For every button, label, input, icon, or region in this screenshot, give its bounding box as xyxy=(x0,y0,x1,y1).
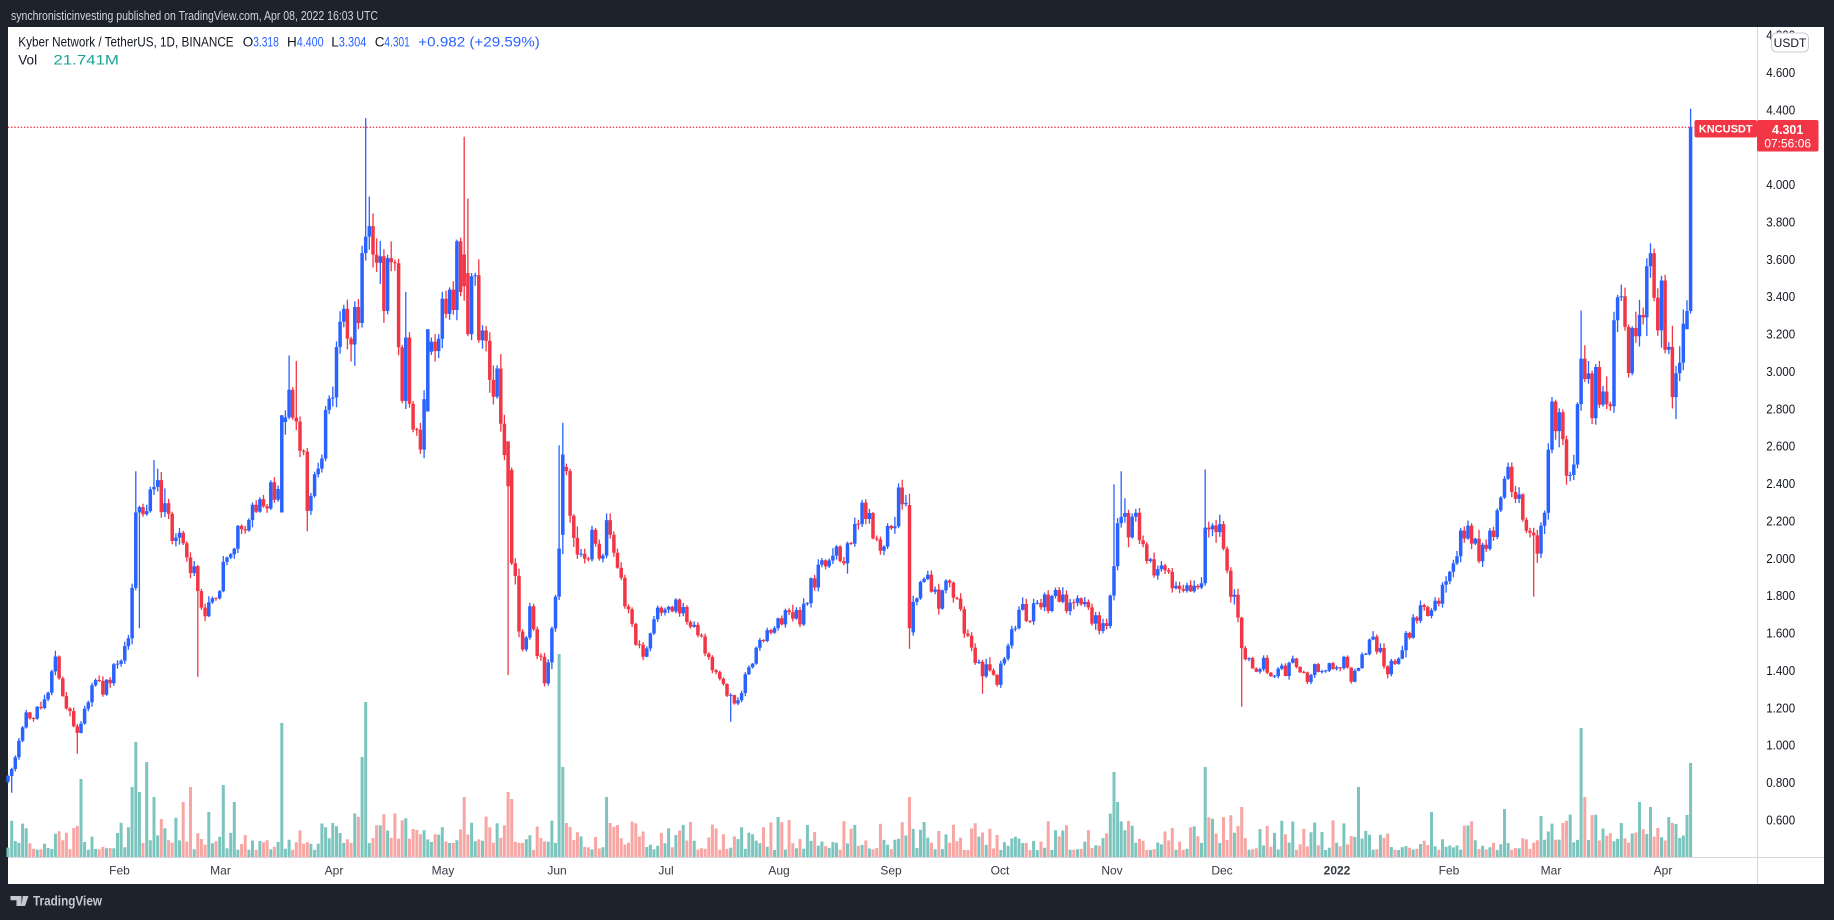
svg-text:1.000: 1.000 xyxy=(1766,739,1795,753)
svg-text:2022: 2022 xyxy=(1324,864,1351,878)
svg-text:3.000: 3.000 xyxy=(1766,365,1795,379)
svg-text:+0.982 (+29.59%): +0.982 (+29.59%) xyxy=(418,35,540,50)
svg-text:Apr: Apr xyxy=(325,864,344,878)
svg-text:4.400: 4.400 xyxy=(1766,103,1795,117)
svg-text:1.200: 1.200 xyxy=(1766,701,1795,715)
svg-text:Feb: Feb xyxy=(1439,864,1460,878)
svg-text:2.800: 2.800 xyxy=(1766,402,1795,416)
svg-text:3.400: 3.400 xyxy=(1766,290,1795,304)
svg-text:2.400: 2.400 xyxy=(1766,477,1795,491)
svg-text:1.400: 1.400 xyxy=(1766,664,1795,678)
svg-text:2.000: 2.000 xyxy=(1766,552,1795,566)
svg-text:Apr: Apr xyxy=(1654,864,1673,878)
svg-text:Nov: Nov xyxy=(1101,864,1122,878)
svg-text:Mar: Mar xyxy=(1541,864,1562,878)
svg-text:2.600: 2.600 xyxy=(1766,440,1795,454)
svg-text:O: O xyxy=(243,35,254,50)
svg-text:0.800: 0.800 xyxy=(1766,776,1795,790)
svg-text:3.200: 3.200 xyxy=(1766,328,1795,342)
svg-text:C: C xyxy=(375,35,385,50)
svg-text:May: May xyxy=(432,864,455,878)
svg-text:07:56:06: 07:56:06 xyxy=(1764,137,1811,151)
svg-text:H: H xyxy=(287,35,297,50)
svg-text:1.800: 1.800 xyxy=(1766,589,1795,603)
svg-text:21.741M: 21.741M xyxy=(53,53,119,68)
svg-text:3.800: 3.800 xyxy=(1766,215,1795,229)
svg-text:KNCUSDT: KNCUSDT xyxy=(1699,124,1753,136)
svg-text:4.000: 4.000 xyxy=(1766,178,1795,192)
svg-text:Oct: Oct xyxy=(991,864,1010,878)
svg-text:4.600: 4.600 xyxy=(1766,66,1795,80)
svg-text:Kyber Network / TetherUS, 1D,: Kyber Network / TetherUS, 1D, BINANCE xyxy=(18,35,233,50)
svg-text:4.400: 4.400 xyxy=(297,35,324,50)
svg-text:3.304: 3.304 xyxy=(339,35,367,50)
svg-text:Vol: Vol xyxy=(18,53,37,68)
svg-text:4.301: 4.301 xyxy=(384,35,409,50)
svg-text:Dec: Dec xyxy=(1211,864,1232,878)
svg-text:Aug: Aug xyxy=(768,864,789,878)
svg-text:0.600: 0.600 xyxy=(1766,814,1795,828)
svg-text:Sep: Sep xyxy=(880,864,902,878)
svg-text:Feb: Feb xyxy=(109,864,130,878)
svg-text:TradingView: TradingView xyxy=(33,893,102,909)
svg-text:Jun: Jun xyxy=(547,864,566,878)
svg-text:synchronisticinvesting publish: synchronisticinvesting published on Trad… xyxy=(11,8,378,23)
svg-text:Mar: Mar xyxy=(210,864,231,878)
svg-text:Jul: Jul xyxy=(658,864,673,878)
svg-text:3.318: 3.318 xyxy=(253,35,279,50)
svg-text:L: L xyxy=(331,35,339,50)
svg-text:3.600: 3.600 xyxy=(1766,253,1795,267)
svg-text:2.200: 2.200 xyxy=(1766,514,1795,528)
svg-text:4.301: 4.301 xyxy=(1772,123,1803,137)
svg-text:1.600: 1.600 xyxy=(1766,627,1795,641)
svg-text:USDT: USDT xyxy=(1774,36,1807,50)
